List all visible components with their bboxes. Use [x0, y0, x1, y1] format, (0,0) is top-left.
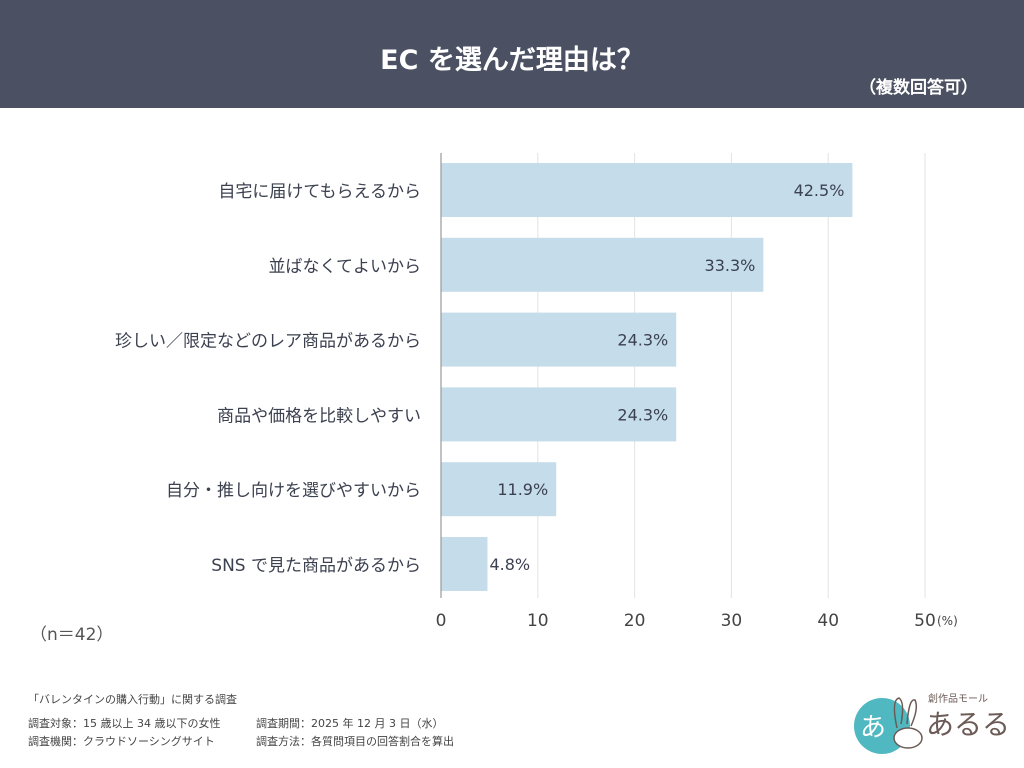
x-unit-label: (%) [937, 614, 958, 628]
x-tick-label: 40 [817, 611, 839, 631]
category-label: 商品や価格を比較しやすい [217, 406, 421, 426]
bar [441, 462, 557, 517]
survey-title: 「バレンタインの購入行動」に関する調査 [28, 693, 237, 706]
data-label: 24.3% [617, 405, 668, 424]
category-label: SNS で見た商品があるから [211, 556, 421, 576]
bar [441, 163, 853, 217]
bar [441, 237, 764, 292]
survey-org: 調査機関：クラウドソーシングサイト [28, 735, 215, 748]
chart-title: EC を選んだ理由は？ [380, 45, 644, 76]
chart-subtitle: （複数回答可） [859, 78, 978, 98]
x-tick-label: 50 [914, 611, 936, 631]
svg-text:創作品モール: 創作品モール [928, 693, 988, 705]
bar [441, 312, 677, 367]
category-label: 珍しい／限定などのレア商品があるから [115, 332, 421, 352]
category-label: 並ばなくてよいから [269, 257, 422, 277]
x-tick-label: 10 [527, 611, 549, 631]
sample-size: （n＝42） [30, 625, 114, 645]
x-tick-label: 30 [721, 611, 743, 631]
data-label: 42.5% [794, 181, 845, 200]
header: EC を選んだ理由は？ （複数回答可） [0, 0, 1024, 108]
category-label: 自分・推し向けを選びやすいから [166, 481, 421, 501]
data-label: 33.3% [705, 256, 756, 275]
logo: あ 創作品モール あるる [854, 693, 1010, 754]
survey-target: 調査対象：15 歳以上 34 歳以下の女性 [28, 717, 221, 730]
data-label: 24.3% [617, 331, 668, 350]
svg-text:あ: あ [860, 713, 886, 743]
x-tick-label: 0 [436, 611, 447, 631]
survey-method: 調査方法：各質問項目の回答割合を算出 [256, 735, 454, 748]
bar [441, 537, 488, 591]
category-label: 自宅に届けてもらえるから [218, 182, 421, 202]
bar [441, 387, 677, 442]
svg-text:あるる: あるる [926, 708, 1010, 741]
data-label: 11.9% [497, 480, 548, 499]
x-tick-label: 20 [624, 611, 646, 631]
data-label: 4.8% [489, 555, 530, 574]
survey-period: 調査期間：2025 年 12 月 3 日（水） [256, 717, 444, 730]
